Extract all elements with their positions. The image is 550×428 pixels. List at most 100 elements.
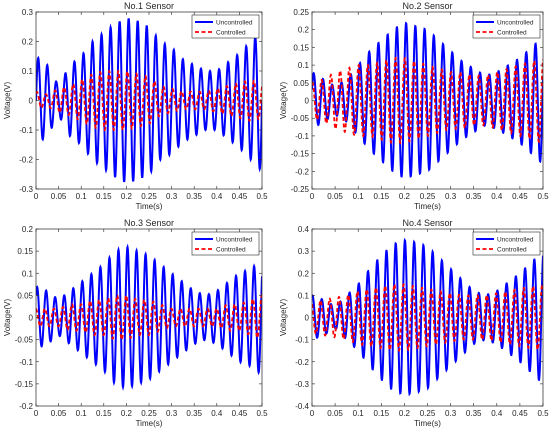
legend-label-uncontrolled: Uncontrolled: [497, 237, 534, 244]
x-tick-label: 0.2: [399, 409, 411, 418]
x-tick-label: 0.35: [466, 409, 482, 418]
x-axis-label: Time(s): [414, 419, 441, 428]
legend-label-controlled: Controlled: [497, 247, 527, 254]
x-tick-label: 0.3: [166, 409, 178, 418]
x-tick-label: 0.35: [186, 192, 202, 201]
x-tick-label: 0.45: [512, 409, 528, 418]
series-group-4: [312, 237, 543, 397]
y-tick-label: -0.3: [295, 380, 309, 389]
x-tick-label: 0: [310, 409, 315, 418]
x-tick-label: 0.25: [420, 192, 436, 201]
y-tick-label: -0.15: [291, 150, 310, 159]
legend-label-controlled: Controlled: [497, 30, 527, 37]
y-tick-label: 0.4: [298, 225, 310, 234]
y-tick-label: 0: [305, 314, 310, 323]
controlled-line-1: [36, 69, 262, 132]
x-tick-label: 0: [34, 192, 39, 201]
x-tick-label: 0.5: [256, 409, 268, 418]
chart-title: No.1 Sensor: [124, 1, 174, 11]
x-tick-label: 0.2: [121, 192, 133, 201]
x-tick-label: 0.5: [537, 192, 549, 201]
y-axis-label: Voltage(V): [3, 298, 12, 336]
y-tick-label: 0.1: [22, 67, 34, 76]
y-tick-label: 0.2: [298, 269, 310, 278]
x-axis-label: Time(s): [414, 202, 441, 211]
x-tick-label: 0.15: [374, 409, 390, 418]
controlled-line-2: [312, 56, 543, 145]
x-axis-label: Time(s): [136, 419, 163, 428]
x-tick-label: 0.4: [211, 192, 223, 201]
x-tick-label: 0.15: [96, 192, 112, 201]
x-tick-label: 0.25: [141, 192, 157, 201]
y-tick-label: 0.05: [293, 79, 309, 88]
x-tick-label: 0.1: [353, 409, 365, 418]
x-tick-label: 0.25: [420, 409, 436, 418]
x-tick-label: 0.05: [327, 409, 343, 418]
uncontrolled-line-3: [36, 243, 262, 391]
y-tick-label: -0.2: [19, 156, 33, 165]
y-tick-label: -0.3: [19, 185, 33, 194]
legend-label-controlled: Controlled: [216, 247, 246, 254]
y-tick-label: 0.3: [298, 247, 310, 256]
x-tick-label: 0: [310, 192, 315, 201]
chart-title: No.4 Sensor: [402, 218, 452, 228]
x-tick-label: 0.5: [256, 192, 268, 201]
series-group-2: [312, 21, 543, 179]
axes-frame-2: [311, 11, 544, 190]
uncontrolled-line-4: [312, 237, 543, 397]
legend-label-uncontrolled: Uncontrolled: [216, 237, 253, 244]
x-tick-label: 0.15: [374, 192, 390, 201]
x-tick-label: 0.1: [353, 192, 365, 201]
y-tick-label: 0: [29, 314, 34, 323]
x-axis-label: Time(s): [136, 202, 163, 211]
y-tick-label: 0: [305, 97, 310, 106]
y-tick-label: -0.05: [291, 114, 310, 123]
legend-label-uncontrolled: Uncontrolled: [497, 20, 534, 27]
axes-frame-1: [35, 11, 263, 190]
y-tick-label: 0.25: [293, 8, 309, 17]
x-tick-label: 0.35: [466, 192, 482, 201]
legend-label-controlled: Controlled: [216, 30, 246, 37]
chart-title: No.3 Sensor: [124, 218, 174, 228]
y-tick-label: 0.1: [298, 61, 310, 70]
y-tick-label: -0.15: [15, 380, 34, 389]
y-tick-label: -0.2: [295, 358, 309, 367]
x-tick-label: 0.3: [445, 192, 457, 201]
y-tick-label: 0.2: [298, 26, 310, 35]
axes-frame-4: [311, 228, 544, 407]
x-tick-label: 0.05: [51, 409, 67, 418]
y-tick-label: -0.2: [19, 402, 33, 411]
y-tick-label: 0.2: [22, 225, 34, 234]
x-tick-label: 0.5: [537, 409, 549, 418]
controlled-line-4: [312, 283, 543, 352]
x-tick-label: 0.3: [445, 409, 457, 418]
y-tick-label: -0.4: [295, 402, 309, 411]
y-tick-label: -0.25: [291, 185, 310, 194]
x-tick-label: 0.4: [211, 409, 223, 418]
controlled-line-3: [36, 294, 262, 341]
x-tick-label: 0.4: [491, 409, 503, 418]
y-tick-label: -0.2: [295, 167, 309, 176]
x-tick-label: 0.45: [232, 192, 248, 201]
x-tick-label: 0.1: [76, 192, 88, 201]
x-tick-label: 0.35: [186, 409, 202, 418]
x-tick-label: 0.1: [76, 409, 88, 418]
x-tick-label: 0.05: [327, 192, 343, 201]
y-axis-label: Voltage(V): [279, 81, 288, 119]
legend-label-uncontrolled: Uncontrolled: [216, 20, 253, 27]
x-tick-label: 0.3: [166, 192, 178, 201]
y-tick-label: 0.05: [17, 291, 33, 300]
y-tick-label: 0.2: [22, 38, 34, 47]
y-tick-label: 0.1: [298, 291, 310, 300]
x-tick-label: 0.05: [51, 192, 67, 201]
series-group-3: [36, 243, 262, 391]
y-axis-label: Voltage(V): [279, 298, 288, 336]
x-tick-label: 0.2: [121, 409, 133, 418]
x-tick-label: 0.45: [512, 192, 528, 201]
chart-title: No.2 Sensor: [402, 1, 452, 11]
y-tick-label: -0.1: [295, 132, 309, 141]
y-tick-label: -0.1: [19, 358, 33, 367]
x-tick-label: 0.2: [399, 192, 411, 201]
x-tick-label: 0.45: [232, 409, 248, 418]
